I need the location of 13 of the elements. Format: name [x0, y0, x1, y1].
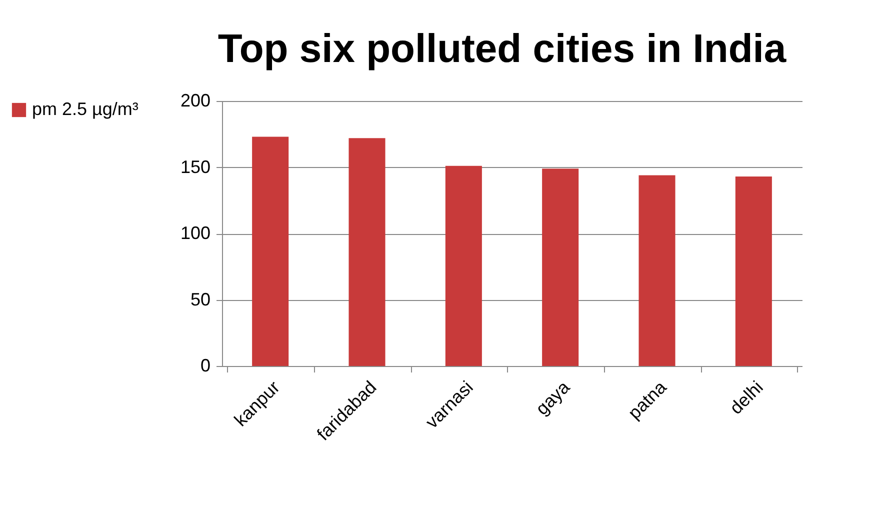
y-tick-label: 200 — [180, 90, 210, 110]
y-tick-label: 50 — [190, 289, 210, 310]
y-tick-label: 100 — [180, 223, 210, 243]
bar — [638, 175, 676, 366]
legend-label: pm 2.5 µg/m³ — [32, 99, 138, 119]
chart-title: Top six polluted cities in India — [218, 27, 787, 71]
bar — [348, 138, 386, 366]
bar — [445, 166, 482, 366]
y-tick-label: 150 — [180, 156, 210, 177]
bar — [252, 136, 289, 366]
y-tick-label: 0 — [200, 356, 210, 376]
bar — [735, 176, 772, 366]
bar — [542, 168, 579, 366]
